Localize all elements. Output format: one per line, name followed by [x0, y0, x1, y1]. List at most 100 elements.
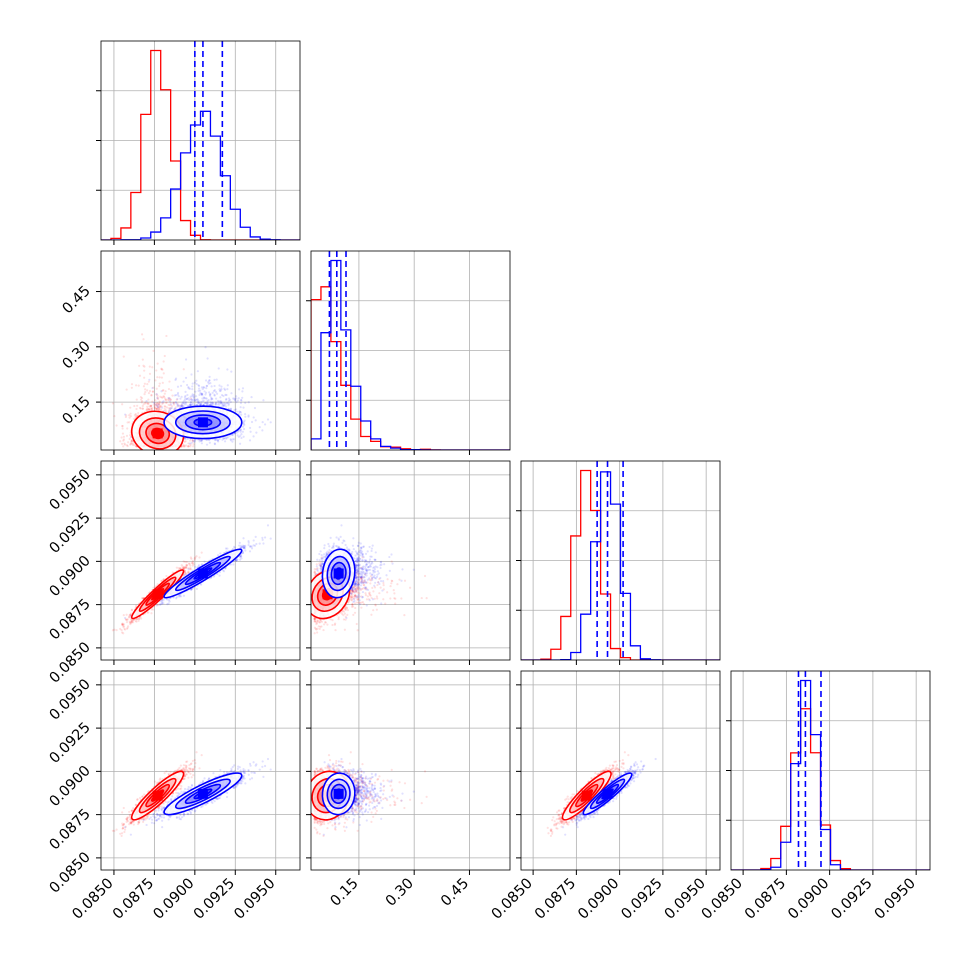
- scatter-point: [131, 383, 133, 385]
- scatter-point: [177, 386, 179, 388]
- scatter-point: [201, 393, 203, 395]
- scatter-point: [199, 439, 201, 441]
- panel-1-0: [96, 251, 300, 462]
- scatter-point: [140, 398, 142, 400]
- scatter-point: [228, 403, 230, 405]
- scatter-point: [218, 438, 220, 440]
- scatter-point: [143, 370, 145, 372]
- scatter-point: [123, 436, 125, 438]
- scatter-point: [165, 390, 167, 392]
- scatter-point: [129, 623, 131, 625]
- panel-content: [311, 251, 510, 450]
- scatter-point: [186, 394, 188, 396]
- scatter-point: [161, 376, 163, 378]
- scatter-point: [195, 395, 197, 397]
- scatter-point: [235, 395, 237, 397]
- scatter-point: [139, 375, 141, 377]
- scatter-point: [131, 609, 133, 611]
- scatter-point: [214, 394, 216, 396]
- scatter-point: [210, 396, 212, 398]
- scatter-point: [182, 380, 184, 382]
- scatter-point: [244, 402, 246, 404]
- scatter-point: [203, 396, 205, 398]
- scatter-point: [133, 405, 135, 407]
- scatter-point: [123, 614, 125, 616]
- scatter-point: [208, 382, 210, 384]
- scatter-point: [180, 385, 182, 387]
- scatter-point: [249, 427, 251, 429]
- scatter-point: [209, 393, 211, 395]
- scatter-point: [152, 350, 154, 352]
- scatter-point: [202, 399, 204, 401]
- scatter-point: [197, 384, 199, 386]
- scatter-point: [267, 418, 269, 420]
- scatter-point: [247, 414, 249, 416]
- scatter-point: [140, 396, 142, 398]
- scatter-point: [169, 400, 171, 402]
- scatter-point: [142, 408, 144, 410]
- scatter-point: [123, 628, 125, 630]
- scatter-point: [132, 442, 134, 444]
- scatter-point: [148, 381, 150, 383]
- scatter-point: [135, 408, 137, 410]
- scatter-point: [254, 407, 256, 409]
- scatter-point: [148, 379, 150, 381]
- scatter-point: [244, 416, 246, 418]
- scatter-point: [192, 382, 194, 384]
- scatter-point: [112, 402, 114, 404]
- scatter-point: [172, 402, 174, 404]
- scatter-point: [144, 388, 146, 390]
- scatter-point: [204, 346, 206, 348]
- scatter-point: [226, 388, 228, 390]
- scatter-point: [242, 426, 244, 428]
- scatter-point: [206, 357, 208, 359]
- scatter-point: [179, 398, 181, 400]
- scatter-point: [205, 387, 207, 389]
- scatter-point: [149, 366, 151, 368]
- scatter-point: [137, 620, 139, 622]
- scatter-point: [240, 406, 242, 408]
- scatter-point: [156, 393, 158, 395]
- scatter-point: [190, 373, 192, 375]
- scatter-point: [161, 407, 163, 409]
- scatter-point: [255, 432, 257, 434]
- scatter-point: [157, 362, 159, 364]
- scatter-point: [146, 406, 148, 408]
- scatter-point: [148, 392, 150, 394]
- scatter-point: [121, 443, 123, 445]
- scatter-point: [223, 404, 225, 406]
- scatter-point: [121, 403, 123, 405]
- scatter-point: [194, 400, 196, 402]
- scatter-point: [184, 391, 186, 393]
- scatter-point: [122, 432, 124, 434]
- scatter-point: [220, 385, 222, 387]
- scatter-point: [147, 403, 149, 405]
- scatter-point: [155, 369, 157, 371]
- scatter-point: [230, 392, 232, 394]
- scatter-point: [156, 408, 158, 410]
- scatter-point: [151, 366, 153, 368]
- scatter-point: [249, 439, 251, 441]
- scatter-point: [174, 394, 176, 396]
- scatter-point: [159, 382, 161, 384]
- scatter-point: [185, 377, 187, 379]
- scatter-point: [159, 396, 161, 398]
- scatter-point: [141, 333, 143, 335]
- scatter-point: [184, 401, 186, 403]
- scatter-point: [190, 442, 192, 444]
- scatter-point: [170, 403, 172, 405]
- scatter-point: [147, 611, 149, 613]
- scatter-point: [270, 421, 272, 423]
- scatter-point: [185, 358, 187, 360]
- scatter-point: [211, 385, 213, 387]
- scatter-point: [194, 391, 196, 393]
- scatter-point: [123, 442, 125, 444]
- scatter-point: [195, 555, 197, 557]
- scatter-point: [164, 397, 166, 399]
- scatter-point: [185, 403, 187, 405]
- scatter-point: [261, 429, 263, 431]
- scatter-point: [192, 440, 194, 442]
- scatter-point: [206, 398, 208, 400]
- scatter-point: [143, 366, 145, 368]
